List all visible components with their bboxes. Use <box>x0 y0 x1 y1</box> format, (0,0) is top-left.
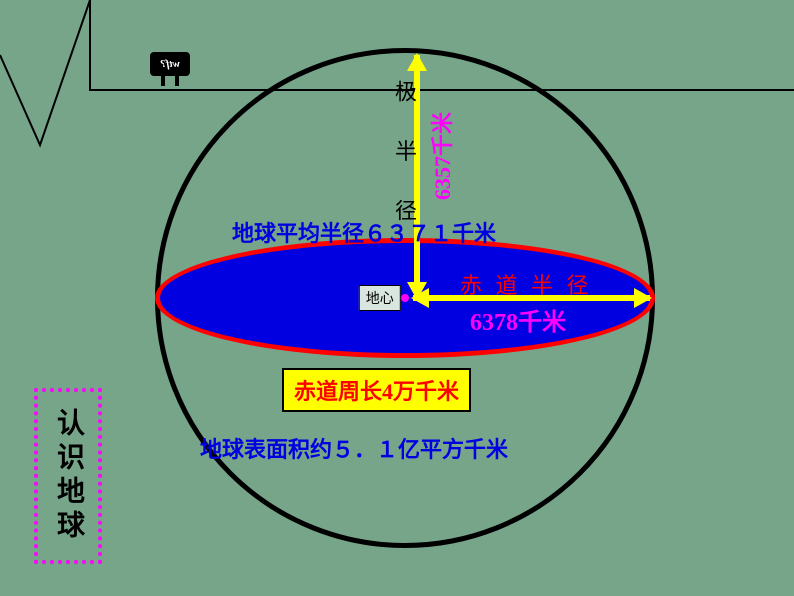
polar-radius-label: 极 半 径 <box>388 80 420 237</box>
polar-radius-value: 6357千米 <box>425 112 457 200</box>
diagram-stage: wtf? 极 半 径 6357千米 赤 道 半 径 6378千米 地心 地球平均… <box>0 0 794 596</box>
equator-circumference-box: 赤道周长4万千米 <box>282 368 471 412</box>
wtf-legs <box>155 76 185 90</box>
surface-area-text: 地球表面积约５．１亿平方千米 <box>200 432 508 464</box>
side-title-box: 认识地球 <box>34 388 102 564</box>
average-radius-text: 地球平均半径６３７１千米 <box>232 216 496 248</box>
equatorial-radius-value: 6378千米 <box>470 302 566 337</box>
earth-center-dot <box>401 294 409 302</box>
side-title: 认识地球 <box>48 408 88 544</box>
earth-center-label: 地心 <box>359 285 401 311</box>
wtf-speech-bubble: wtf? <box>150 52 190 76</box>
arrow-head-up-icon <box>407 53 427 71</box>
arrow-head-left-icon <box>411 288 429 308</box>
equatorial-radius-label: 赤 道 半 径 <box>460 268 593 300</box>
arrow-head-right-icon <box>634 288 652 308</box>
